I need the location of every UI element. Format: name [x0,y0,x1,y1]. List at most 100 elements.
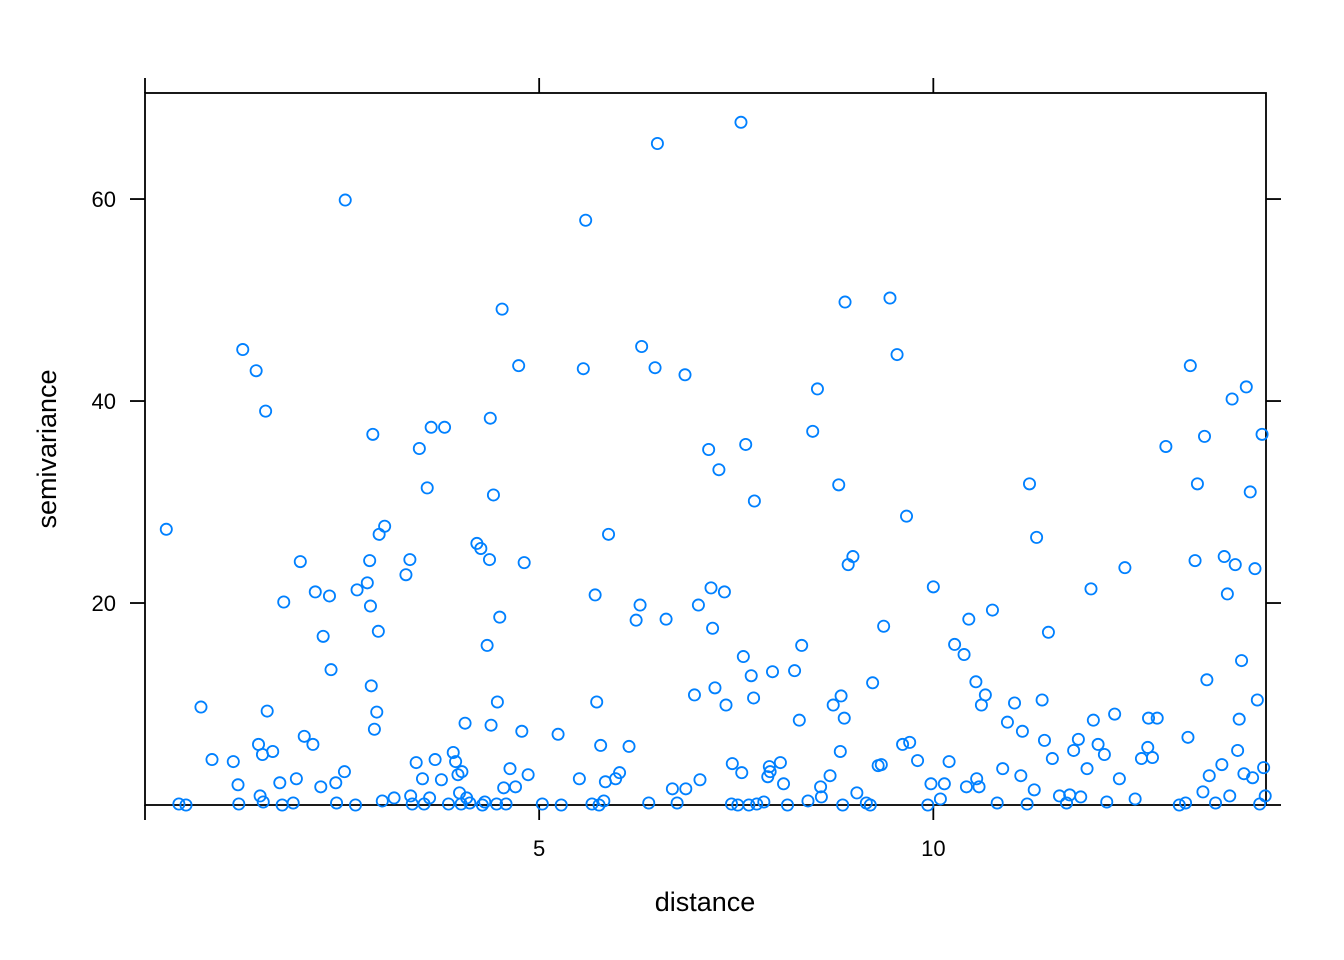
data-point [837,711,851,725]
data-point [1228,558,1242,572]
data-point [900,509,914,523]
data-point [364,679,378,693]
data-point [795,638,809,652]
data-point [747,494,761,508]
data-point [458,716,472,730]
data-point [293,555,307,569]
data-point [1209,796,1223,810]
data-point [438,420,452,434]
data-point [691,598,705,612]
data-point [363,599,377,613]
data-point [788,664,802,678]
data-point [1014,769,1028,783]
data-point [399,568,413,582]
data-point [921,798,935,812]
data-point [314,780,328,794]
data-point [659,612,673,626]
data-point [780,798,794,812]
data-point [838,295,852,309]
data-point [1215,758,1229,772]
data-point [375,794,389,808]
data-point [1020,797,1034,811]
data-point [957,648,971,662]
data-point [622,739,636,753]
data-point [744,669,758,683]
data-point [493,610,507,624]
data-point [475,798,489,812]
data-point [576,362,590,376]
data-point [172,797,186,811]
data-point [1030,530,1044,544]
data-point [670,796,684,810]
data-point [725,797,739,811]
data-point [736,650,750,664]
y-tick-label: 20 [92,591,116,616]
data-point [428,753,442,767]
data-point [1128,792,1142,806]
data-point [1097,748,1111,762]
data-point [877,619,891,633]
data-point [403,553,417,567]
data-point [1190,477,1204,491]
data-point [253,789,267,803]
data-point [412,441,426,455]
data-point [330,796,344,810]
data-point [1084,582,1098,596]
data-point [1239,380,1253,394]
data-point [678,368,692,382]
data-point [801,794,815,808]
data-point [863,798,877,812]
data-point [1172,798,1186,812]
data-point [1023,477,1037,491]
data-point [366,427,380,441]
data-point [933,792,947,806]
data-point [1196,785,1210,799]
data-point [833,744,847,758]
data-point [1179,796,1193,810]
data-point [482,553,496,567]
data-point [969,675,983,689]
data-point [985,603,999,617]
data-point [512,359,526,373]
data-point [725,757,739,771]
data-point [1015,724,1029,738]
data-point [1183,359,1197,373]
data-point [1008,696,1022,710]
data-point [404,789,418,803]
data-point [996,762,1010,776]
data-point [446,745,460,759]
data-point [926,580,940,594]
data-point [442,797,456,811]
data-point [1159,439,1173,453]
data-point [990,796,1004,810]
data-point [1091,737,1105,751]
data-point [702,443,716,457]
data-point [517,556,531,570]
x-axis-title: distance [655,887,756,917]
data-point [1243,485,1257,499]
data-point [1045,752,1059,766]
data-point [449,755,463,769]
data-point [231,778,245,792]
data-point [970,772,984,786]
data-point [602,527,616,541]
data-point [1232,712,1246,726]
data-point [588,588,602,602]
data-point [1086,713,1100,727]
data-point [277,595,291,609]
data-point [911,754,925,768]
data-point [924,777,938,791]
data-point [297,729,311,743]
data-point [329,776,343,790]
data-point [337,765,351,779]
data-point [1255,427,1269,441]
data-point [350,583,364,597]
data-point [792,713,806,727]
data-point [363,554,377,568]
data-point [972,780,986,794]
data-point [289,772,303,786]
data-point [1225,392,1239,406]
data-point [205,753,219,767]
data-point [480,638,494,652]
data-point [832,478,846,492]
